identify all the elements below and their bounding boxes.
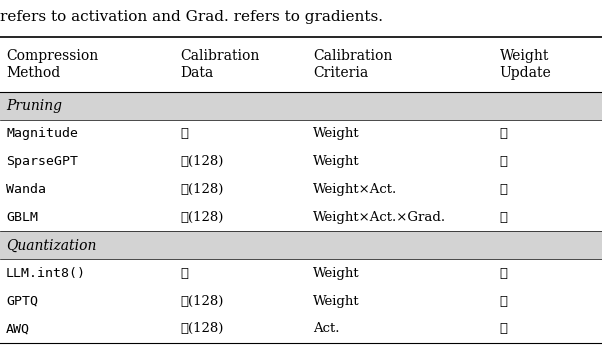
Text: ✓: ✓ <box>500 294 507 308</box>
Text: ✗: ✗ <box>500 267 507 280</box>
Text: ✓(128): ✓(128) <box>181 155 224 168</box>
Text: ✗: ✗ <box>500 127 507 141</box>
Text: Weight: Weight <box>313 294 359 308</box>
Text: Weight: Weight <box>313 155 359 168</box>
Text: ✓(128): ✓(128) <box>181 211 224 224</box>
Text: ✓: ✓ <box>500 322 507 335</box>
Text: Magnitude: Magnitude <box>6 127 78 141</box>
Text: ✓(128): ✓(128) <box>181 294 224 308</box>
Text: ✗: ✗ <box>500 211 507 224</box>
Text: Calibration
Criteria: Calibration Criteria <box>313 49 393 80</box>
Text: Act.: Act. <box>313 322 340 335</box>
Text: LLM.int8(): LLM.int8() <box>6 267 86 280</box>
Text: Wanda: Wanda <box>6 183 46 196</box>
Text: Weight: Weight <box>313 267 359 280</box>
Text: Weight
Update: Weight Update <box>500 49 551 80</box>
Text: GBLM: GBLM <box>6 211 38 224</box>
Text: Weight: Weight <box>313 127 359 141</box>
Text: Pruning: Pruning <box>6 99 62 113</box>
Text: SparseGPT: SparseGPT <box>6 155 78 168</box>
Bar <box>0 231 602 259</box>
Text: ✗: ✗ <box>500 183 507 196</box>
Text: ✓: ✓ <box>500 155 507 168</box>
Text: Calibration
Data: Calibration Data <box>181 49 260 80</box>
Text: ✗: ✗ <box>181 267 188 280</box>
Text: GPTQ: GPTQ <box>6 294 38 308</box>
Text: refers to activation and Grad. refers to gradients.: refers to activation and Grad. refers to… <box>0 10 383 24</box>
Text: ✓(128): ✓(128) <box>181 183 224 196</box>
Text: Quantization: Quantization <box>6 238 96 252</box>
Text: Weight×Act.×Grad.: Weight×Act.×Grad. <box>313 211 446 224</box>
Text: AWQ: AWQ <box>6 322 30 335</box>
Text: Weight×Act.: Weight×Act. <box>313 183 397 196</box>
Text: ✓(128): ✓(128) <box>181 322 224 335</box>
Text: ✗: ✗ <box>181 127 188 141</box>
Bar <box>0 92 602 120</box>
Text: Compression
Method: Compression Method <box>6 49 98 80</box>
